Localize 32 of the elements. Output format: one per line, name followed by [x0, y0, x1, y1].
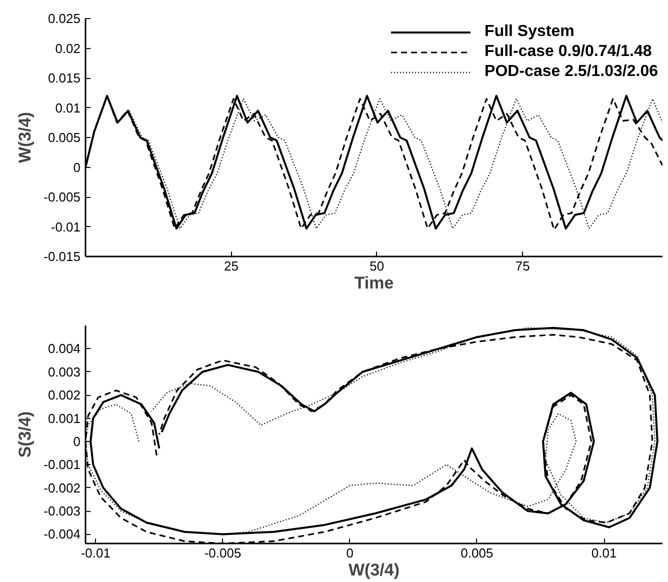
- x-tick-label: 50: [370, 258, 384, 274]
- y-tick-label: 0.01: [55, 100, 81, 116]
- x-tick-label: -0.005: [204, 546, 242, 560]
- y-tick-label: 0.005: [48, 130, 81, 145]
- x-axis-title: Time: [354, 274, 394, 292]
- y-tick-label: -0.003: [44, 504, 81, 519]
- legend-label: POD-case 2.5/1.03/2.06: [484, 63, 658, 81]
- y-tick-label: -0.004: [44, 526, 81, 542]
- y-tick-label: -0.002: [44, 480, 81, 496]
- x-tick-label: 0: [346, 546, 354, 560]
- legend-label: Full-case 0.9/0.74/1.48: [484, 43, 652, 61]
- x-tick-label: 75: [515, 258, 530, 274]
- y-axis-title: W(3/4): [16, 112, 35, 163]
- y-tick-label: -0.01: [50, 219, 81, 234]
- y-tick-label: -0.015: [44, 249, 81, 264]
- y-tick-label: 0.025: [48, 11, 81, 26]
- x-tick-label: 0.005: [460, 546, 494, 560]
- y-axis-title: S(3/4): [16, 411, 35, 458]
- x-tick-label: 0.01: [591, 546, 617, 560]
- y-tick-label: 0: [73, 160, 81, 175]
- y-tick-label: 0.003: [48, 364, 81, 380]
- x-axis-title: W(3/4): [348, 560, 400, 580]
- y-tick-label: 0.001: [48, 410, 81, 426]
- y-tick-label: 0: [73, 434, 81, 449]
- y-tick-label: 0.015: [48, 70, 81, 86]
- legend-label: Full System: [484, 23, 574, 41]
- y-tick-label: -0.005: [44, 190, 81, 204]
- y-tick-label: -0.001: [44, 457, 81, 472]
- y-tick-label: 0.004: [48, 341, 81, 356]
- x-tick-label: 25: [224, 258, 238, 274]
- y-tick-label: 0.002: [48, 388, 81, 403]
- y-tick-label: 0.02: [55, 40, 81, 56]
